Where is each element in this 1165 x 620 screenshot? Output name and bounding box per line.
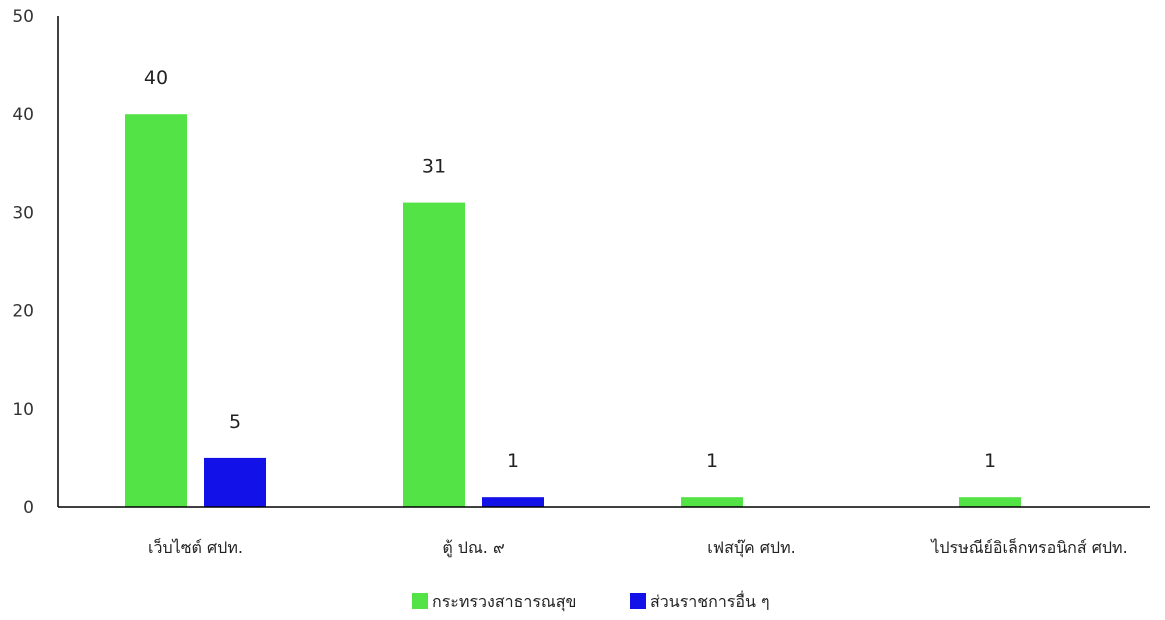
legend: กระทรวงสาธารณสุข ส่วนราชการอื่น ๆ	[412, 590, 770, 612]
legend-label: ส่วนราชการอื่น ๆ	[650, 590, 770, 611]
data-label: 31	[422, 156, 446, 178]
y-axis: 0 10 20 30 40 50	[12, 7, 59, 518]
bar	[482, 497, 544, 507]
x-tick-label: เฟสบุ๊ค ศปท.	[707, 538, 795, 558]
y-tick-label: 50	[12, 7, 34, 27]
bars	[125, 114, 1021, 507]
y-tick-label: 10	[12, 400, 34, 420]
data-labels: 40 5 31 1 1 1	[144, 67, 996, 472]
y-tick-label: 20	[12, 302, 34, 322]
bar	[959, 497, 1021, 507]
y-tick-label: 30	[12, 203, 34, 223]
data-label: 1	[706, 450, 718, 472]
data-label: 5	[229, 411, 241, 433]
y-tick-label: 0	[23, 498, 34, 518]
bar	[403, 202, 465, 507]
x-tick-label: เว็บไซต์ ศปท.	[148, 537, 243, 557]
y-tick-label: 40	[12, 105, 34, 125]
legend-swatch	[630, 593, 646, 609]
legend-swatch	[412, 593, 428, 609]
data-label: 1	[984, 450, 996, 472]
bar	[125, 114, 187, 507]
legend-label: กระทรวงสาธารณสุข	[432, 592, 576, 612]
x-axis: เว็บไซต์ ศปท. ตู้ ปณ. ๙ เฟสบุ๊ค ศปท. ไปรษณี…	[58, 506, 1150, 558]
bar	[204, 457, 266, 507]
x-tick-label: ไปรษณีย์อิเล็กทรอนิกส์ ศปท.	[929, 537, 1127, 557]
data-label: 40	[144, 67, 168, 89]
data-label: 1	[507, 450, 519, 472]
x-tick-label: ตู้ ปณ. ๙	[442, 538, 504, 558]
bar	[681, 497, 743, 507]
